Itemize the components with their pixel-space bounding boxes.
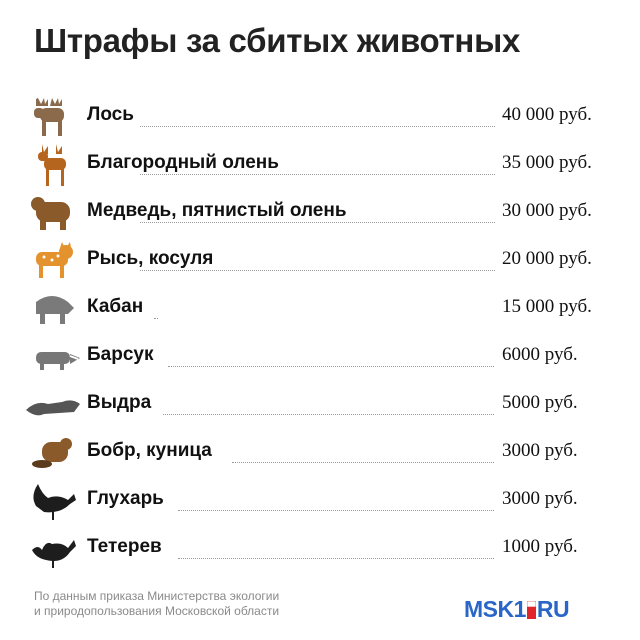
fine-amount: 6000 руб. bbox=[502, 344, 578, 365]
source-line-1: По данным приказа Министерства экологии bbox=[34, 589, 280, 603]
red-deer-icon bbox=[22, 142, 82, 188]
badger-icon bbox=[22, 334, 82, 380]
black-grouse-icon bbox=[22, 526, 82, 572]
dotted-leader bbox=[140, 126, 495, 127]
fine-amount: 40 000 руб. bbox=[502, 104, 592, 125]
animal-name: Барсук bbox=[87, 344, 158, 366]
fine-amount: 5000 руб. bbox=[502, 392, 578, 413]
boar-icon bbox=[22, 286, 82, 332]
beaver-icon bbox=[22, 430, 82, 476]
dotted-leader bbox=[178, 510, 494, 511]
dotted-leader bbox=[140, 270, 495, 271]
source-line-2: и природопользования Московской области bbox=[34, 604, 280, 618]
list-item: Бобр, куница 3000 руб. bbox=[0, 430, 640, 476]
dotted-leader bbox=[163, 414, 494, 415]
animal-name: Глухарь bbox=[87, 488, 168, 510]
animal-name: Бобр, куница bbox=[87, 440, 216, 462]
dotted-leader bbox=[140, 222, 495, 223]
fine-amount: 1000 руб. bbox=[502, 536, 578, 557]
animal-name: Тетерев bbox=[87, 536, 166, 558]
animal-name: Лось bbox=[87, 104, 138, 126]
dotted-leader bbox=[168, 366, 494, 367]
fine-amount: 35 000 руб. bbox=[502, 152, 592, 173]
list-item: Кабан 15 000 руб. bbox=[0, 286, 640, 332]
dotted-leader bbox=[178, 558, 494, 559]
source-note: По данным приказа Министерства экологии … bbox=[34, 589, 364, 619]
list-item: Лось 40 000 руб. bbox=[0, 94, 640, 140]
moose-icon bbox=[22, 94, 82, 140]
list-item: Глухарь 3000 руб. bbox=[0, 478, 640, 524]
animal-name: Кабан bbox=[87, 296, 148, 318]
otter-icon bbox=[22, 382, 82, 428]
animal-name: Медведь, пятнистый олень bbox=[87, 200, 351, 222]
list-item: Рысь, косуля 20 000 руб. bbox=[0, 238, 640, 284]
capercaillie-icon bbox=[22, 478, 82, 524]
fine-amount: 30 000 руб. bbox=[502, 200, 592, 221]
msk1-logo: MSK1 RU bbox=[464, 596, 570, 622]
bear-icon bbox=[22, 190, 82, 236]
list-item: Медведь, пятнистый олень 30 000 руб. bbox=[0, 190, 640, 236]
logo-flag-icon bbox=[526, 598, 537, 619]
fine-amount: 15 000 руб. bbox=[502, 296, 592, 317]
dotted-leader bbox=[232, 462, 494, 463]
list-item: Благородный олень 35 000 руб. bbox=[0, 142, 640, 188]
list-item: Тетерев 1000 руб. bbox=[0, 526, 640, 572]
list-item: Выдра 5000 руб. bbox=[0, 382, 640, 428]
fine-amount: 3000 руб. bbox=[502, 488, 578, 509]
list-item: Барсук 6000 руб. bbox=[0, 334, 640, 380]
animal-name: Выдра bbox=[87, 392, 156, 414]
page-title: Штрафы за сбитых животных bbox=[34, 22, 521, 59]
fine-amount: 20 000 руб. bbox=[502, 248, 592, 269]
animal-name: Рысь, косуля bbox=[87, 248, 218, 270]
dotted-leader bbox=[140, 174, 495, 175]
animal-name: Благородный олень bbox=[87, 152, 283, 174]
dotted-leader bbox=[154, 318, 158, 319]
fine-amount: 3000 руб. bbox=[502, 440, 578, 461]
lynx-icon bbox=[22, 238, 82, 284]
